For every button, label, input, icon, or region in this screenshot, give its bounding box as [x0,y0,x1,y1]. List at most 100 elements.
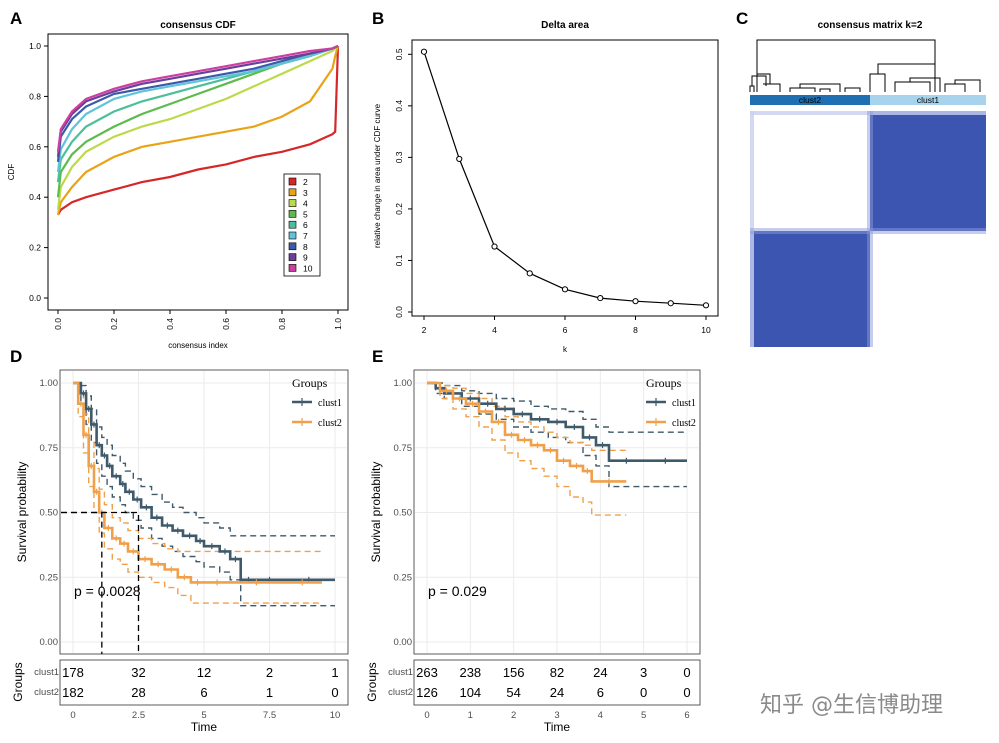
panel-label-b: B [372,9,384,28]
km-e-x-tick-label: 0 [424,710,429,721]
cdf-plot-frame [47,33,349,311]
km-d-ci-upper-clust2 [73,382,322,553]
km-e-censor-clust1 [623,457,630,464]
km-e-legend-mark-clust2 [652,418,660,426]
delta-y-tick-label: 0.4 [394,100,404,112]
cdf-legend-label-k7: 7 [303,231,308,241]
km-e-censor-clust2 [606,478,612,485]
cdf-line-k10 [56,45,339,152]
watermark: 知乎 @生信博助理 [760,693,943,718]
km-d-risk-count: 1 [266,685,273,700]
panel-b: B Delta area k relative change in area u… [372,9,719,354]
delta-x-tick-label: 6 [563,325,568,335]
km-d-risk-count: 2 [266,665,273,680]
km-d-censor-clust2 [168,566,175,573]
km-d-censor-clust2 [113,535,120,542]
km-d-risk-count: 12 [197,665,211,680]
km-d-x-tick-label: 2.5 [132,710,145,721]
delta-point-k3 [456,155,463,163]
km-d-pvalue: p = 0.0028 [74,583,141,599]
km-e-risk-count: 54 [506,685,520,700]
panel-label-d: D [10,347,22,366]
km-e-risk-group-label: clust2 [388,687,413,698]
km-d-censor-clust1 [232,556,239,563]
km-e-legend-mark-clust1 [652,398,660,406]
km-e-censor-clust2 [508,431,515,438]
km-d-censor-clust1 [153,514,160,521]
km-d-x-label: Time [191,720,218,734]
km-d-risk-count: 178 [62,665,84,680]
km-d-censor-clust1 [106,462,113,469]
delta-y-tick-label: 0.5 [394,48,404,60]
km-e-ci-upper-clust1 [427,382,687,433]
km-d-ci-lower-clust2 [73,382,322,604]
km-e-x-tick-label: 2 [511,710,516,721]
cdf-title: consensus CDF [160,20,236,31]
km-e-risk-y-label: Groups [365,662,379,701]
cdf-legend-swatch-k4 [288,199,297,207]
km-d-x-tick-label: 5 [201,710,206,721]
km-d-censor-clust2 [214,579,221,586]
delta-x-label: k [563,345,568,354]
km-d-x-tick-label: 10 [330,710,341,721]
km-e-risk-count: 24 [550,685,564,700]
cdf-legend-swatch-k5 [288,210,297,218]
km-d-risk-count: 0 [331,685,338,700]
km-e-censor-clust2 [495,418,502,425]
cdf-x-tick-label: 0.0 [53,318,63,330]
km-d-legend-label-clust2: clust2 [318,418,342,429]
km-e-censor-clust1 [502,405,508,412]
km-d-censor-clust1 [134,496,141,503]
cdf-x-label: consensus index [168,341,228,350]
km-d-censor-clust1 [143,504,150,511]
delta-y-tick-label: 0.1 [394,254,404,266]
km-e-censor-clust1 [554,418,560,425]
km-d-legend-mark-clust1 [298,398,306,406]
cdf-y-tick-label: 0.8 [29,91,41,101]
km-d-risk-count: 32 [131,665,145,680]
km-d-censor-clust1 [208,543,215,550]
km-d-y-tick-label: 0.75 [40,443,59,454]
delta-y-tick-label: 0.0 [394,306,404,318]
km-e-risk-count: 24 [593,665,607,680]
cdf-y-tick-label: 0.0 [29,293,41,303]
km-e-y-tick-label: 0.25 [394,572,413,583]
km-e-censor-clust2 [547,447,554,454]
cdf-legend-label-k9: 9 [303,253,308,263]
km-d-risk-count: 182 [62,685,84,700]
cdf-legend-swatch-k10 [288,264,297,272]
cdf-y-tick-label: 0.6 [29,142,41,152]
cluster-bar-clust1 [870,95,986,105]
km-e-censor-clust1 [467,395,474,402]
delta-point-k2 [420,48,428,55]
delta-line [423,51,707,306]
heatmap-block [870,231,986,347]
km-e-censor-clust1 [586,434,593,441]
panel-d: D Survival probability Groups Time 0.00 0… [10,347,349,734]
km-e-censor-clust1 [536,416,543,423]
km-d-censor-clust2 [194,579,201,586]
delta-point-k9 [667,300,674,307]
cdf-x-tick-label: 0.8 [277,318,287,330]
km-e-pvalue: p = 0.029 [428,583,487,599]
km-e-censor-clust2 [534,442,541,449]
km-e-ci-lower-clust2 [427,382,627,516]
cdf-legend-swatch-k7 [288,231,297,240]
cdf-line-k3 [56,45,340,216]
km-d-risk-y-label: Groups [11,662,25,701]
delta-point-k10 [702,302,710,309]
cdf-legend-label-k10: 10 [303,263,313,273]
km-d-censor-clust1 [174,527,181,534]
km-e-risk-frame [413,659,701,706]
km-e-x-tick-label: 4 [598,710,603,721]
km-d-legend-title: Groups [292,376,328,390]
km-d-censor-clust2 [83,431,90,438]
heatmap-block [750,111,870,231]
cdf-legend-swatch-k6 [288,220,297,229]
cdf-x-tick-label: 0.2 [109,318,119,330]
cdf-legend-label-k4: 4 [303,199,308,209]
cdf-x-tick-label: 0.4 [165,318,175,330]
cdf-legend-label-k5: 5 [303,209,308,219]
delta-point-k8 [632,298,639,305]
